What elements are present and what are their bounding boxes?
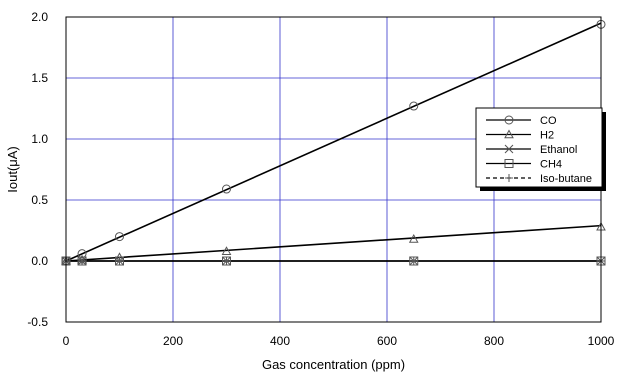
x-tick-label: 200 <box>163 334 183 348</box>
data-point <box>504 159 514 168</box>
data-point <box>222 184 231 194</box>
series-line <box>65 224 602 262</box>
data-point <box>505 174 513 182</box>
y-tick-label: 0.5 <box>31 193 48 207</box>
legend-label: CO <box>540 115 557 127</box>
legend-label: Ethanol <box>540 144 577 156</box>
x-tick-label: 1000 <box>588 334 615 348</box>
data-point <box>504 129 514 139</box>
legend-label: H2 <box>540 130 554 142</box>
y-tick-label: 2.0 <box>31 10 48 24</box>
data-point <box>222 257 231 265</box>
data-point <box>409 257 418 265</box>
x-tick-label: 600 <box>377 334 397 348</box>
y-tick-label: 0.0 <box>31 254 48 268</box>
legend-box <box>475 107 603 188</box>
fit-lines <box>65 22 602 262</box>
x-tick-label: 400 <box>270 334 290 348</box>
y-axis-label: Iout(μA) <box>5 146 20 193</box>
legend: CO H2 Ethanol CH4 Iso-butane <box>475 107 606 191</box>
data-point <box>408 234 419 243</box>
series-line <box>65 22 602 262</box>
data-point <box>115 257 124 265</box>
legend-label: Iso-butane <box>540 173 592 185</box>
y-tick-labels: -0.5 0.0 0.5 1.0 1.5 2.0 <box>27 10 48 329</box>
y-tick-label: 1.5 <box>31 71 48 85</box>
data-point <box>409 101 419 111</box>
data-point <box>78 257 87 265</box>
y-tick-label: 1.0 <box>31 132 48 146</box>
data-point <box>115 232 124 242</box>
x-tick-labels: 0 200 400 600 800 1000 <box>63 334 615 348</box>
x-tick-label: 800 <box>484 334 504 348</box>
x-axis-label: Gas concentration (ppm) <box>262 357 405 372</box>
y-tick-label: -0.5 <box>27 315 48 329</box>
data-point <box>221 246 232 255</box>
legend-label: CH4 <box>540 159 562 171</box>
data-point <box>504 144 514 154</box>
x-tick-label: 0 <box>63 334 70 348</box>
data-point <box>504 115 514 125</box>
